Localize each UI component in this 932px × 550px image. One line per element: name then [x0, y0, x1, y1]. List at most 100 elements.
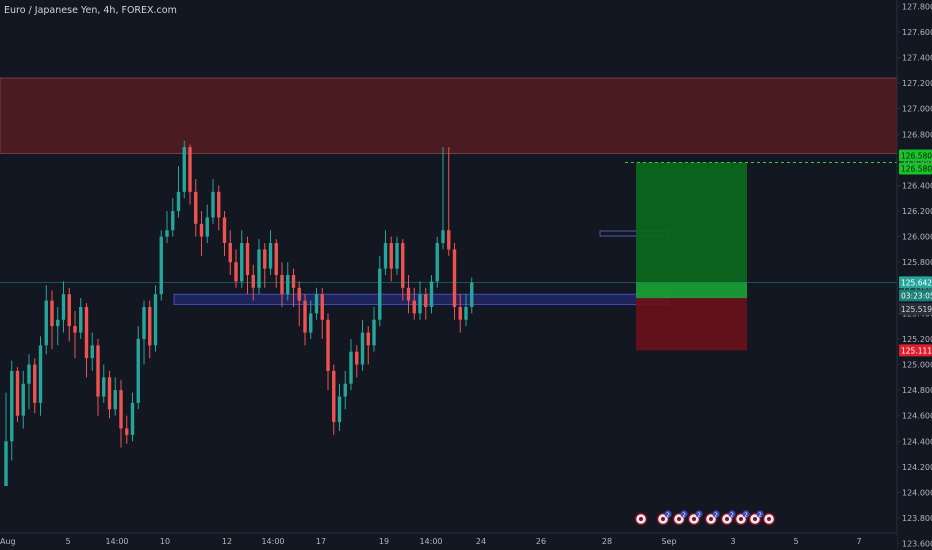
event-count-label: 2 — [744, 513, 748, 519]
candle-body — [326, 319, 330, 371]
price-tick-label: 123.800 — [902, 514, 932, 523]
candle-body — [130, 402, 135, 435]
candle-body — [274, 243, 278, 275]
event-count-label: 2 — [697, 513, 701, 519]
time-tick-label: 3 — [730, 537, 735, 546]
candle-body — [176, 191, 181, 212]
candle-body — [165, 230, 169, 237]
price-tick-label: 126.000 — [902, 233, 932, 242]
candle-body — [125, 428, 129, 435]
event-count-badge — [756, 510, 764, 518]
candles-layer — [4, 140, 474, 487]
candle-body — [61, 294, 66, 320]
candle-body — [222, 217, 227, 244]
event-count-badge — [695, 510, 703, 518]
time-tick-label: Aug — [0, 537, 16, 546]
price-tick-label: 127.200 — [902, 79, 932, 88]
candle-body — [107, 377, 112, 410]
event-marker-dot — [661, 517, 665, 521]
candle-body — [73, 326, 77, 333]
candle-body — [33, 364, 37, 403]
candle-body — [378, 268, 382, 320]
time-tick-label: 19 — [379, 537, 389, 546]
time-tick-label: 17 — [316, 537, 326, 546]
event-count-label: 2 — [730, 513, 734, 519]
price-label-entry: 125.519 — [901, 305, 932, 314]
candle-body — [470, 282, 474, 307]
candle-body — [337, 396, 342, 423]
candle-body — [228, 243, 232, 263]
candle-body — [205, 217, 209, 237]
candle-body — [429, 281, 434, 307]
price-label-tag — [899, 162, 932, 175]
candle-body — [38, 345, 43, 403]
price-label-target: 126.580 — [901, 164, 932, 173]
price-tick-label: 126.400 — [902, 181, 932, 190]
price-tick-label: 127.400 — [902, 54, 932, 63]
candle-body — [263, 249, 267, 269]
price-tick-label: 127.000 — [902, 105, 932, 114]
event-marker-dot — [725, 517, 729, 521]
candle-body — [44, 300, 48, 346]
time-tick-label: 5 — [65, 537, 70, 546]
candle-body — [418, 294, 422, 314]
candle-body — [458, 306, 462, 320]
price-tick-label: 127.600 — [902, 28, 932, 37]
event-count-label: 2 — [714, 513, 718, 519]
candle-body — [389, 243, 393, 269]
price-label-current: 125.642 — [901, 278, 932, 287]
price-tick-label: 124.600 — [902, 412, 932, 421]
time-axis-background — [0, 533, 897, 550]
candle-body — [50, 300, 54, 327]
time-tick-label: 14:00 — [105, 537, 128, 546]
price-tick-label: 127.800 — [902, 2, 932, 11]
candle-body — [67, 294, 71, 327]
candle-body — [119, 390, 123, 429]
candle-body — [366, 332, 370, 346]
candle-body — [464, 306, 468, 320]
price-label-tag — [899, 289, 932, 302]
candle-body — [194, 191, 198, 224]
time-tick-label: 10 — [160, 537, 170, 546]
candle-body — [21, 383, 25, 416]
time-axis[interactable]: Aug 5 14:00 10 12 14:00 17 19 14:00 24 26 28 Sep 3 5 7 — [0, 532, 897, 550]
candle-body — [199, 223, 204, 237]
price-tick-label: 126.200 — [902, 207, 932, 216]
candle-body — [79, 306, 83, 333]
time-tick-label: 5 — [793, 537, 798, 546]
price-label-target: 126.580 — [901, 151, 932, 160]
event-marker-dot — [677, 517, 681, 521]
price-labels-layer: 126.580 126.580 125.642 03:23:05 125.519 125.… — [899, 149, 932, 357]
event-marker-dot — [753, 517, 757, 521]
price-tick-label: 124.000 — [902, 488, 932, 497]
price-axis[interactable]: 127.800 127.600 127.400 127.200 127.000 126.8… — [896, 0, 932, 550]
candle-body — [412, 300, 416, 314]
candle-body — [360, 332, 365, 365]
event-marker-dot — [709, 517, 713, 521]
time-tick-label: 28 — [602, 537, 612, 546]
candle-body — [349, 351, 353, 384]
price-tick-label: 125.000 — [902, 361, 932, 370]
time-tick-label: 14:00 — [261, 537, 284, 546]
candle-body — [268, 243, 273, 269]
candle-body — [136, 338, 140, 403]
candle-body — [355, 351, 359, 365]
candle-body — [182, 147, 186, 192]
resistance-zone — [0, 77, 898, 154]
event-marker-dot — [639, 517, 643, 521]
event-marker-dot — [767, 517, 771, 521]
price-label-tag — [899, 149, 932, 162]
candle-body — [159, 236, 163, 295]
candle-body — [343, 383, 347, 397]
symbol-title: Euro / Japanese Yen, 4h, FOREX.com — [4, 5, 177, 16]
candle-body — [332, 370, 336, 423]
candle-body — [15, 370, 20, 416]
event-marker-dot — [739, 517, 743, 521]
event-markers-layer[interactable]: 2 2 2 2 2 2 2 — [634, 510, 776, 526]
event-count-badge — [664, 510, 672, 518]
zones-layer — [0, 77, 898, 351]
candle-body — [4, 441, 8, 487]
candle-body — [153, 294, 158, 346]
candle-body — [148, 306, 152, 346]
